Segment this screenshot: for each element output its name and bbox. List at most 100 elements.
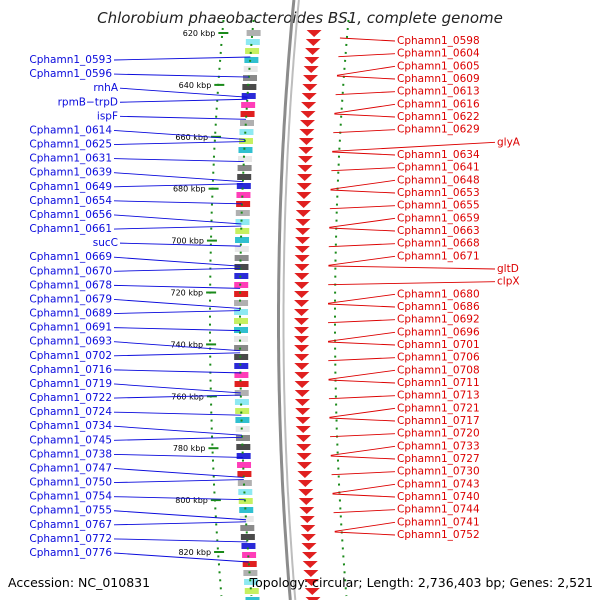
gene-label: Cphamn1_0691 bbox=[29, 322, 112, 334]
label-leader bbox=[331, 167, 396, 172]
gene-label: Cphamn1_0743 bbox=[397, 478, 480, 490]
gene-labels: Cphamn1_0593 Cphamn1_0596 rnhA rpmB−trpD isp… bbox=[29, 35, 520, 559]
label-leader bbox=[334, 103, 396, 114]
feature-arrow bbox=[297, 480, 313, 487]
label-leader bbox=[113, 552, 249, 563]
label-leader bbox=[336, 75, 396, 80]
feature-arrow bbox=[303, 75, 319, 82]
feature-box bbox=[235, 210, 250, 216]
label-leader bbox=[113, 267, 241, 272]
accession-text: Accession: NC_010831 bbox=[8, 575, 151, 590]
gene-label: Cphamn1_0671 bbox=[397, 250, 480, 262]
gene-label: Cphamn1_0727 bbox=[397, 453, 480, 465]
label-leader bbox=[113, 538, 248, 543]
feature-arrow bbox=[303, 570, 319, 577]
label-leader bbox=[332, 483, 396, 494]
feature-arrow bbox=[294, 399, 310, 406]
feature-box bbox=[245, 597, 260, 600]
label-leader bbox=[328, 395, 396, 400]
gene-label: Cphamn1_0767 bbox=[29, 519, 112, 531]
gene-label: gltD bbox=[497, 263, 519, 275]
gene-label: Cphamn1_0755 bbox=[29, 505, 112, 517]
backbone-line bbox=[282, 0, 300, 600]
gene-label: Cphamn1_0740 bbox=[397, 491, 480, 503]
label-leader bbox=[328, 303, 396, 308]
gene-label: Cphamn1_0609 bbox=[397, 73, 480, 85]
feature-box bbox=[240, 120, 254, 126]
feature-arrow bbox=[296, 444, 312, 451]
label-leader bbox=[327, 293, 396, 304]
gene-label: Cphamn1_0604 bbox=[397, 48, 480, 60]
label-leader bbox=[329, 217, 396, 228]
label-leader bbox=[113, 436, 243, 441]
label-leader bbox=[119, 115, 247, 120]
gene-label: Cphamn1_0653 bbox=[397, 187, 480, 199]
label-leaders bbox=[113, 37, 496, 563]
label-leader bbox=[113, 453, 243, 458]
gene-label: clpX bbox=[497, 276, 520, 288]
feature-box bbox=[240, 525, 255, 531]
label-leader bbox=[113, 256, 241, 267]
label-leader bbox=[113, 425, 243, 436]
feature-arrow bbox=[294, 246, 310, 253]
label-leader bbox=[329, 407, 396, 418]
feature-box bbox=[235, 228, 250, 234]
gene-label: Cphamn1_0679 bbox=[29, 293, 112, 305]
feature-box bbox=[237, 462, 252, 468]
label-leader bbox=[328, 281, 496, 286]
feature-arrow bbox=[295, 408, 311, 415]
feature-arrow bbox=[294, 336, 310, 343]
gene-label: Cphamn1_0669 bbox=[29, 251, 112, 263]
feature-box bbox=[240, 111, 255, 117]
feature-arrow bbox=[295, 417, 311, 424]
genome-backbone bbox=[209, 0, 350, 600]
feature-box bbox=[238, 147, 253, 153]
ring-boundary bbox=[334, 19, 350, 597]
feature-arrow bbox=[306, 30, 322, 37]
label-leader bbox=[113, 479, 244, 484]
feature-arrow bbox=[294, 255, 310, 262]
gene-label: Cphamn1_0692 bbox=[397, 314, 480, 326]
map-title: Chlorobium phaeobacteroides BS1, complet… bbox=[97, 9, 503, 27]
label-leader bbox=[330, 189, 396, 194]
label-leader bbox=[332, 151, 396, 156]
gene-label: Cphamn1_0722 bbox=[29, 392, 112, 404]
gene-label: Cphamn1_0605 bbox=[397, 60, 480, 72]
label-leader bbox=[335, 91, 396, 96]
label-leader bbox=[332, 141, 496, 152]
feature-arrow bbox=[305, 39, 321, 46]
label-leader bbox=[113, 468, 244, 478]
feature-box bbox=[234, 318, 249, 324]
label-leader bbox=[328, 369, 396, 380]
feature-box bbox=[246, 30, 261, 36]
feature-arrow bbox=[294, 372, 310, 379]
gene-label: ispF bbox=[97, 110, 118, 122]
feature-box bbox=[241, 543, 256, 549]
feature-box bbox=[245, 48, 260, 54]
feature-arrow bbox=[304, 57, 320, 64]
feature-arrow bbox=[294, 264, 310, 271]
feature-box bbox=[234, 336, 249, 342]
label-leader bbox=[334, 113, 396, 118]
label-leader bbox=[113, 352, 241, 357]
feature-arrow bbox=[298, 156, 314, 163]
label-leader bbox=[329, 205, 396, 210]
label-leader bbox=[113, 141, 245, 145]
label-leader bbox=[113, 496, 245, 501]
gene-label: Cphamn1_0711 bbox=[397, 377, 480, 389]
feature-arrow bbox=[296, 183, 312, 190]
feature-box bbox=[234, 291, 249, 297]
label-leader bbox=[328, 255, 396, 266]
feature-arrow bbox=[300, 120, 315, 127]
feature-box bbox=[234, 264, 249, 270]
feature-box bbox=[237, 174, 252, 180]
gene-label: Cphamn1_0593 bbox=[29, 54, 112, 66]
feature-box bbox=[234, 309, 249, 315]
feature-box bbox=[235, 219, 250, 225]
gene-label: Cphamn1_0741 bbox=[397, 516, 480, 528]
label-leader bbox=[113, 56, 251, 61]
feature-box bbox=[236, 444, 251, 450]
label-leader bbox=[328, 265, 496, 270]
feature-arrow bbox=[300, 111, 316, 118]
